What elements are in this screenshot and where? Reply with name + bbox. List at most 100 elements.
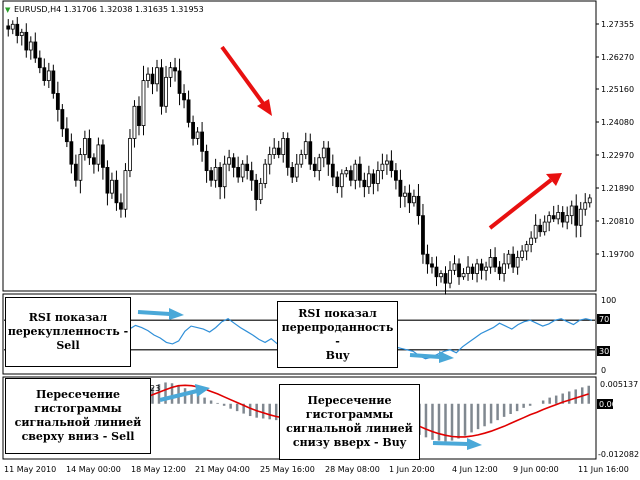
bear-candle [285,138,290,168]
rsi-level-30: 30 [599,347,609,356]
bull-candle [452,263,457,271]
price-pane [2,0,597,292]
rsi-level-70-badge [597,314,610,324]
note-rsi-buy: RSI показал перепроданность - Buy [277,301,398,368]
note-macd-buy: Пересечение гистограммы сигнальной линие… [279,384,420,460]
time-tick: 1 Jun 20:00 [389,465,435,474]
bear-candle [493,257,497,268]
bull-candle [128,138,132,172]
bear-candle [24,31,29,51]
macd-partial-label: 23 [150,384,160,393]
blue-arrow-rsi-sell [137,308,184,320]
note-rsi-buy-text: RSI показал перепроданность - Buy [281,306,394,362]
bull-candle [533,224,538,239]
price-axis-ticks [596,23,599,255]
bull-candle [488,257,493,268]
bull-candle [258,183,263,200]
bear-candle [92,157,96,165]
bear-candle [434,266,439,278]
price-tick: 1.22970 [601,151,634,160]
price-tick: 1.27355 [601,20,634,29]
bear-candle [15,23,20,36]
note-macd-sell-text: Пересечение гистограммы сигнальной линие… [14,388,142,443]
bear-candle [574,205,579,226]
price-tick: 1.24080 [601,118,634,127]
bear-candle [33,41,38,59]
bear-candle [6,25,11,30]
bear-candle [421,215,425,255]
bull-candle [123,170,128,210]
time-tick: 21 May 04:00 [195,465,250,474]
bear-candle [389,160,394,172]
bear-candle [105,167,110,194]
note-macd-sell: Пересечение гистограммы сигнальной линие… [5,378,151,454]
rsi-level-70: 70 [599,315,609,324]
bear-candle [312,163,317,172]
bear-candle [308,141,313,165]
bull-candle [439,273,443,278]
rsi-axis: 100 70 30 0 [597,296,616,375]
bull-candle [529,237,534,245]
time-tick: 9 Jun 00:00 [513,465,559,474]
bull-candle [461,273,466,278]
bull-candle [547,215,552,223]
bull-candle [565,215,570,223]
bear-candle [173,67,177,72]
bull-candle [168,67,173,78]
bear-candle [479,263,484,271]
macd-tick-bottom: -0.012082 [598,450,639,459]
blue-arrow-macd-sell [159,384,210,402]
time-axis: 11 May 2010 14 May 00:00 18 May 12:00 21… [4,465,629,474]
bull-candle [96,144,101,165]
bear-candle [51,70,56,94]
bear-candle [236,167,241,178]
bull-candle [384,160,389,165]
bear-candle [551,215,556,220]
bull-candle [164,76,168,107]
bull-candle [281,138,286,155]
bull-candle [213,167,218,181]
bear-candle [430,263,434,268]
bull-candle [502,263,507,274]
bear-candle [245,163,250,172]
bull-candle [267,154,272,165]
bull-candle [583,202,588,210]
bear-candle [394,170,398,181]
bear-candle [114,179,119,204]
macd-axis: 0.005137 0.00 -0.012082 [597,380,639,459]
bull-candle [195,131,200,139]
bear-candle [371,173,376,184]
blue-arrow-macd-buy [432,438,482,450]
bear-candle [55,93,60,110]
red-down-arrow [220,45,272,116]
symbol-header: EURUSD,H4 1.31706 1.32038 1.31635 1.3195… [14,5,204,14]
bear-candle [37,57,42,69]
blue-arrow-rsi-buy [409,351,454,363]
bear-candle [231,157,236,168]
macd-tick-zero: 0.00 [599,400,617,409]
bull-candle [317,157,322,172]
bear-candle [150,73,155,85]
bear-candle [457,263,461,278]
bull-candle [272,147,277,155]
bull-candle [10,23,15,30]
time-tick: 4 Jun 12:00 [452,465,498,474]
bull-candle [448,269,452,284]
bull-candle [412,195,416,204]
bull-candle [484,266,488,271]
bear-candle [73,163,78,181]
bull-candle [303,141,308,155]
bull-candle [78,154,83,181]
rsi-tick-100: 100 [601,296,616,305]
bear-candle [42,67,47,81]
bear-candle [186,99,191,123]
bull-candle [578,208,583,226]
bull-candle [515,257,520,268]
bear-candle [425,253,430,265]
bear-candle [326,147,331,165]
price-tick: 1.25160 [601,85,634,94]
bull-candle [263,163,268,184]
bear-candle [64,128,69,143]
bull-candle [475,263,479,274]
bull-candle [366,173,371,188]
